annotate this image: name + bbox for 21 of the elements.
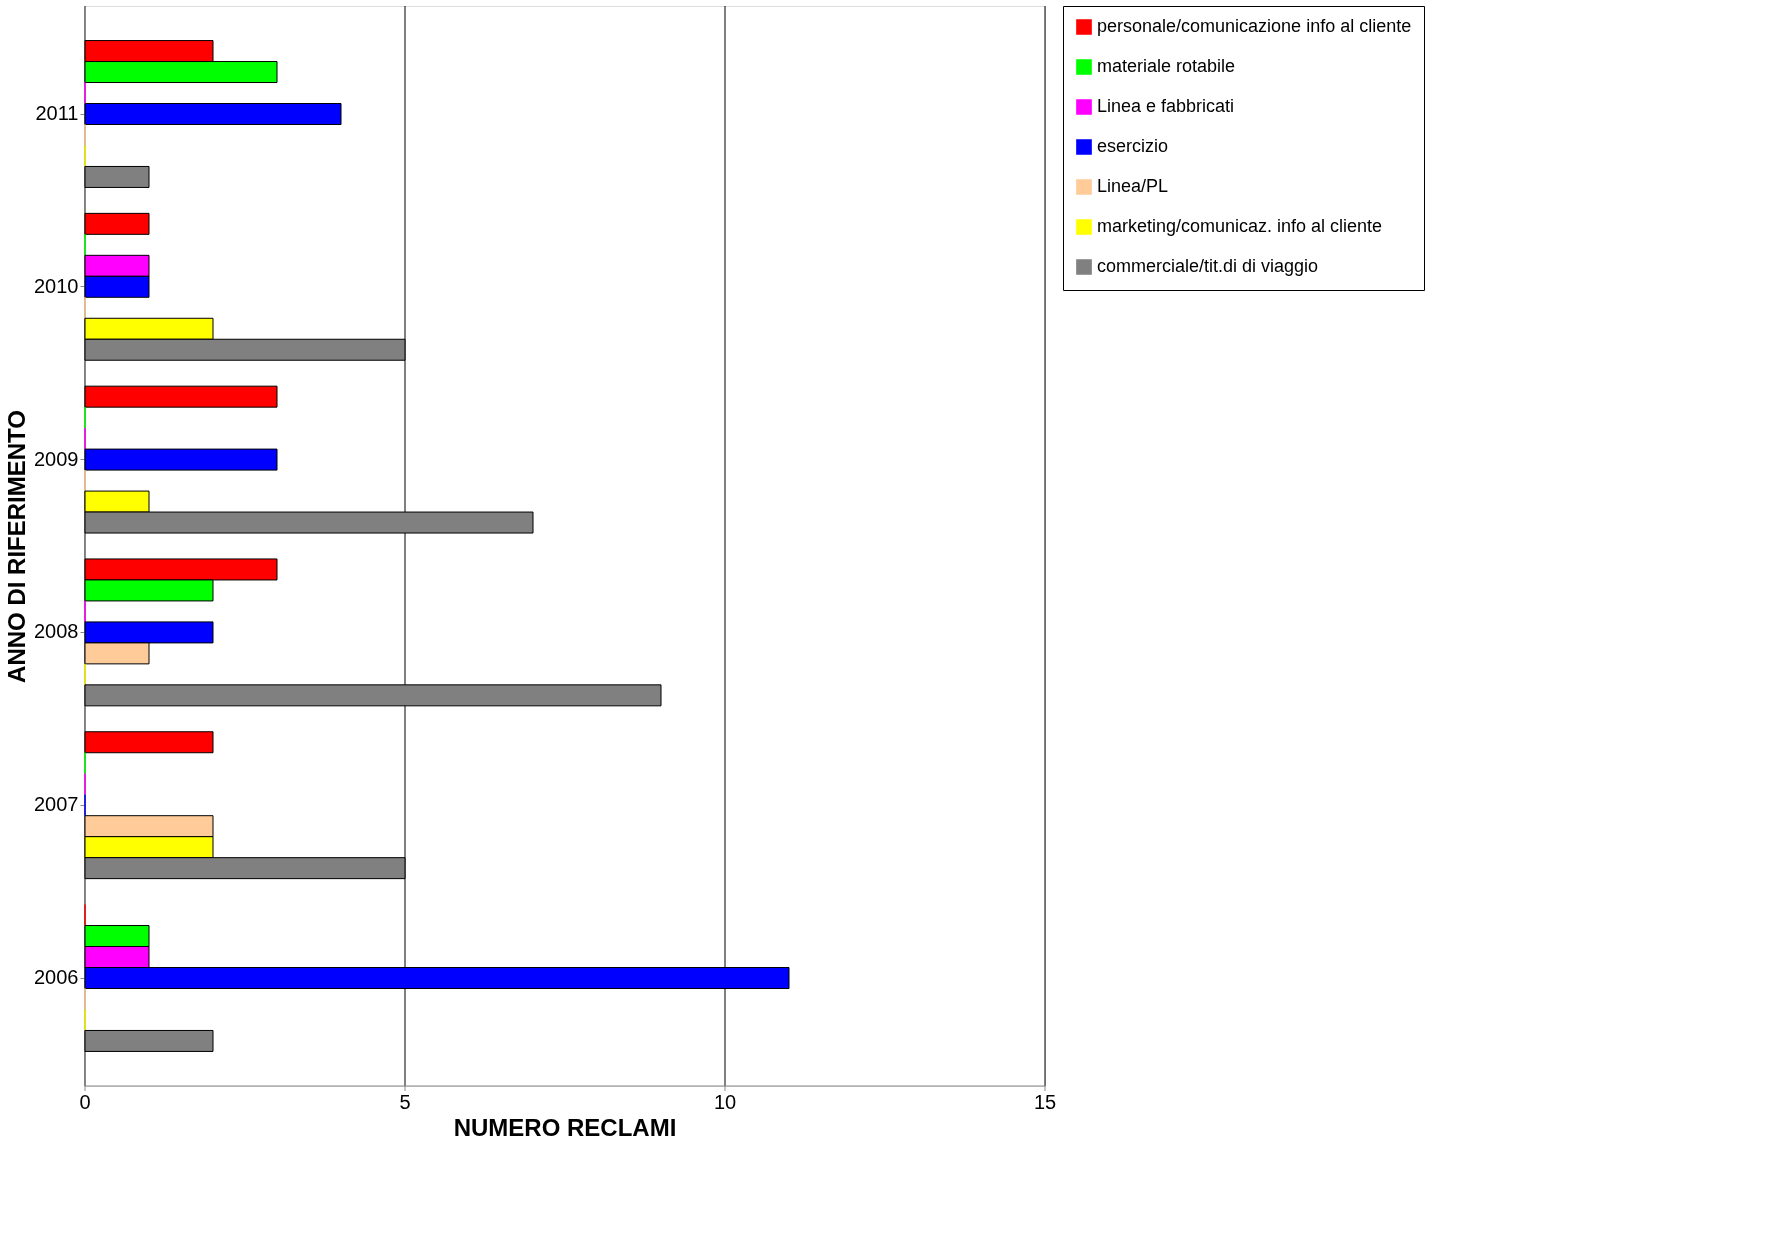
y-tick-label: 2011 <box>35 102 79 124</box>
x-axis-title: NUMERO RECLAMI <box>453 1114 677 1141</box>
x-tick-label: 5 <box>399 1091 411 1113</box>
legend-label: materiale rotabile <box>1097 56 1236 76</box>
y-tick-label: 2006 <box>34 966 79 988</box>
legend-label: Linea/PL <box>1097 176 1169 196</box>
y-axis-title: ANNO DI RIFERIMENTO <box>3 410 31 683</box>
x-tick-label: 15 <box>1033 1091 1057 1113</box>
y-tick-label: 2007 <box>34 793 79 816</box>
legend-label: marketing/comunicaz. info al cliente <box>1097 216 1383 236</box>
bar <box>84 103 342 125</box>
bar <box>84 448 278 471</box>
x-tick-label: 0 <box>79 1091 91 1113</box>
x-tick-label: 10 <box>713 1091 737 1113</box>
legend-label: esercizio <box>1097 136 1169 156</box>
legend-label: personale/comunicazione info al cliente <box>1097 16 1412 36</box>
legend-label: Linea e fabbricati <box>1097 96 1235 116</box>
y-tick-label: 2009 <box>34 447 79 470</box>
legend-label: commerciale/tit.di di viaggio <box>1097 256 1319 276</box>
y-tick-label: 2010 <box>34 274 79 297</box>
y-tick-label: 2008 <box>34 620 79 643</box>
